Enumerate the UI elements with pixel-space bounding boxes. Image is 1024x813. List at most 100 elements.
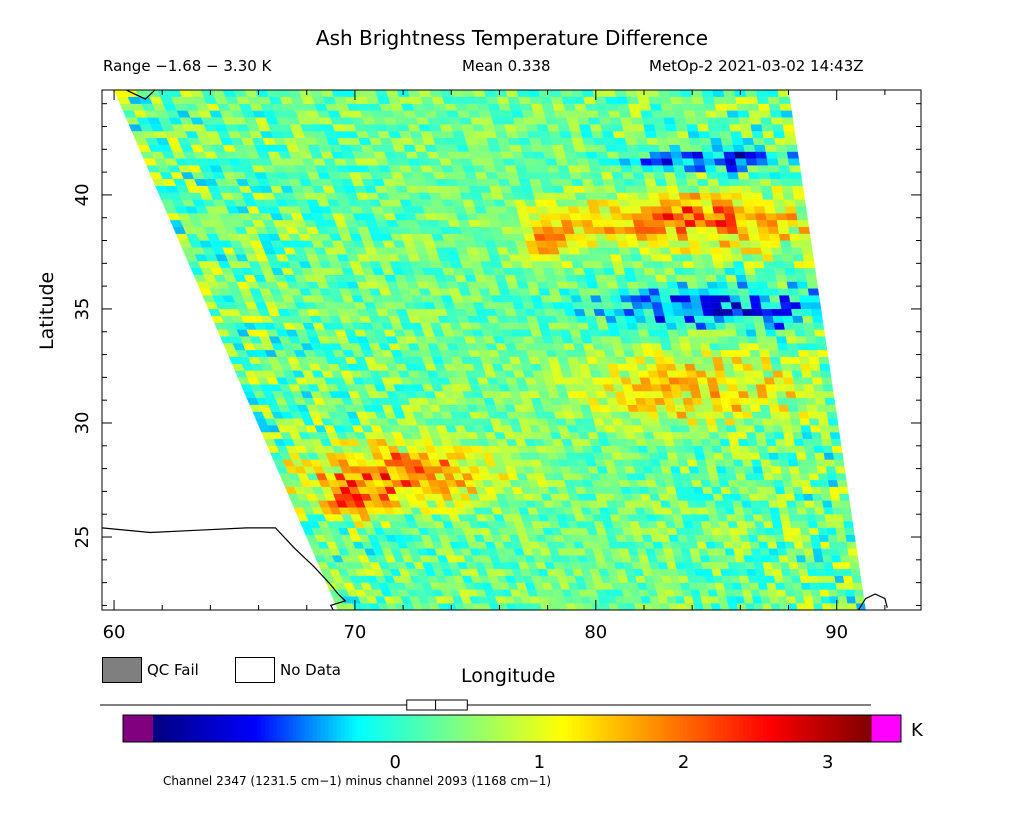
colorbar-segment	[623, 715, 629, 742]
heatmap-cell	[605, 144, 618, 152]
colorbar-segment	[448, 715, 453, 742]
heatmap-cell	[702, 527, 713, 535]
heatmap-cell	[699, 295, 712, 303]
heatmap-cell	[555, 199, 568, 207]
colorbar-segment	[667, 715, 673, 742]
heatmap-cell	[756, 219, 768, 227]
heatmap-cell	[523, 117, 537, 125]
heatmap-cell	[506, 247, 520, 255]
heatmap-cell	[610, 254, 623, 262]
colorbar-segment	[492, 715, 497, 742]
colorbar-segment	[296, 715, 302, 742]
heatmap-cell	[596, 281, 609, 289]
heatmap-cell	[704, 575, 715, 583]
heatmap-cell	[693, 315, 706, 323]
heatmap-cell	[736, 561, 747, 570]
heatmap-cell	[671, 431, 683, 440]
heatmap-cell	[726, 514, 737, 522]
heatmap-cell	[536, 165, 549, 173]
heatmap-cell	[791, 527, 802, 535]
heatmap-cell	[732, 144, 745, 152]
heatmap-cell	[774, 206, 787, 214]
heatmap-cell	[743, 466, 755, 474]
heatmap-cell	[762, 254, 774, 262]
colorbar-segment	[639, 715, 645, 742]
heatmap-cell	[628, 329, 640, 337]
heatmap-cell	[690, 514, 702, 522]
heatmap-cell	[518, 288, 531, 296]
heatmap-cell	[781, 568, 792, 576]
heatmap-cell	[817, 349, 829, 357]
heatmap-cell	[759, 452, 770, 460]
heatmap-cell	[522, 192, 536, 200]
heatmap-cell	[652, 260, 665, 269]
heatmap-cell	[426, 117, 440, 125]
heatmap-cell	[740, 356, 753, 364]
heatmap-cell	[588, 329, 601, 337]
heatmap-cell	[620, 377, 632, 385]
heatmap-cell	[496, 137, 510, 145]
heatmap-cell	[747, 288, 760, 296]
heatmap-cell	[699, 137, 712, 145]
heatmap-cell	[799, 233, 811, 241]
heatmap-cell	[670, 507, 682, 515]
heatmap-cell	[564, 151, 577, 159]
heatmap-cell	[752, 418, 764, 426]
heatmap-cell	[703, 315, 716, 323]
heatmap-cell	[655, 322, 668, 330]
heatmap-cell	[797, 561, 808, 570]
heatmap-cell	[563, 267, 576, 275]
heatmap-cell	[491, 192, 504, 200]
heatmap-cell	[724, 213, 736, 221]
heatmap-cell	[759, 178, 772, 186]
colorbar-segment	[619, 715, 625, 742]
heatmap-cell	[711, 144, 724, 152]
heatmap-cell	[806, 404, 818, 412]
heatmap-cell	[666, 527, 678, 535]
colorbar-segment	[172, 715, 178, 742]
heatmap-cell	[705, 418, 717, 426]
heatmap-cell	[718, 240, 731, 248]
heatmap-cell	[661, 158, 674, 166]
heatmap-cell	[731, 308, 744, 316]
heatmap-cell	[793, 322, 805, 330]
heatmap-cell	[687, 541, 699, 549]
colorbar-segment	[268, 715, 274, 742]
heatmap-cell	[614, 185, 627, 193]
heatmap-cell	[731, 137, 744, 145]
heatmap-cell	[600, 213, 613, 221]
colorbar-segment	[184, 715, 190, 742]
heatmap-cell	[751, 130, 764, 139]
heatmap-cell	[799, 301, 812, 310]
heatmap-cell	[564, 274, 577, 282]
heatmap-cell	[685, 274, 697, 282]
heatmap-cell	[636, 322, 648, 330]
heatmap-cell	[741, 411, 753, 419]
colorbar-segment	[523, 715, 529, 742]
heatmap-cell	[613, 308, 626, 316]
heatmap-cell	[544, 308, 557, 316]
heatmap-cell	[772, 254, 784, 262]
heatmap-cell	[591, 411, 603, 419]
heatmap-cell	[667, 240, 680, 248]
heatmap-cell	[812, 438, 823, 446]
heatmap-cell	[791, 425, 803, 433]
heatmap-cell	[545, 199, 558, 207]
heatmap-cell	[564, 233, 577, 241]
heatmap-cell	[800, 425, 812, 433]
colorbar-segment	[603, 715, 609, 742]
heatmap-cell	[803, 384, 815, 392]
heatmap-cell	[826, 411, 838, 419]
colorbar-segment	[292, 715, 298, 742]
heatmap-cell	[794, 199, 806, 207]
heatmap-cell	[669, 384, 682, 392]
heatmap-cell	[796, 603, 807, 610]
heatmap-cell	[578, 124, 592, 132]
heatmap-cell	[756, 96, 770, 104]
heatmap-cell	[639, 336, 652, 344]
heatmap-cell	[703, 213, 716, 221]
heatmap-cell	[725, 329, 738, 337]
heatmap-cell	[715, 507, 727, 515]
heatmap-cell	[846, 541, 857, 549]
heatmap-cell	[711, 527, 722, 535]
